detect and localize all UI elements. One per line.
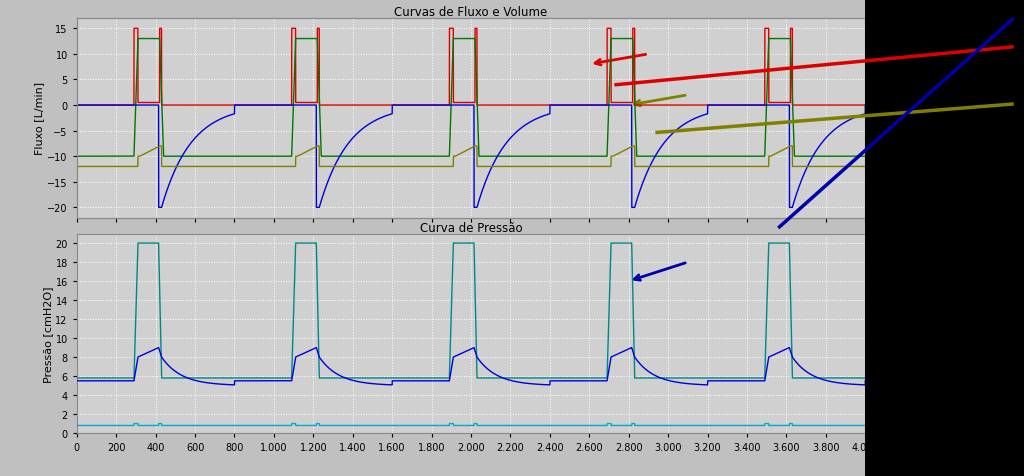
Title: Curva de Pressão: Curva de Pressão xyxy=(420,221,522,234)
Title: Curvas de Fluxo e Volume: Curvas de Fluxo e Volume xyxy=(394,6,548,19)
Y-axis label: Fluxo [L/min]: Fluxo [L/min] xyxy=(35,82,44,155)
Y-axis label: Pressão [cmH2O]: Pressão [cmH2O] xyxy=(43,286,52,382)
Y-axis label: Volume [L]: Volume [L] xyxy=(909,90,919,147)
